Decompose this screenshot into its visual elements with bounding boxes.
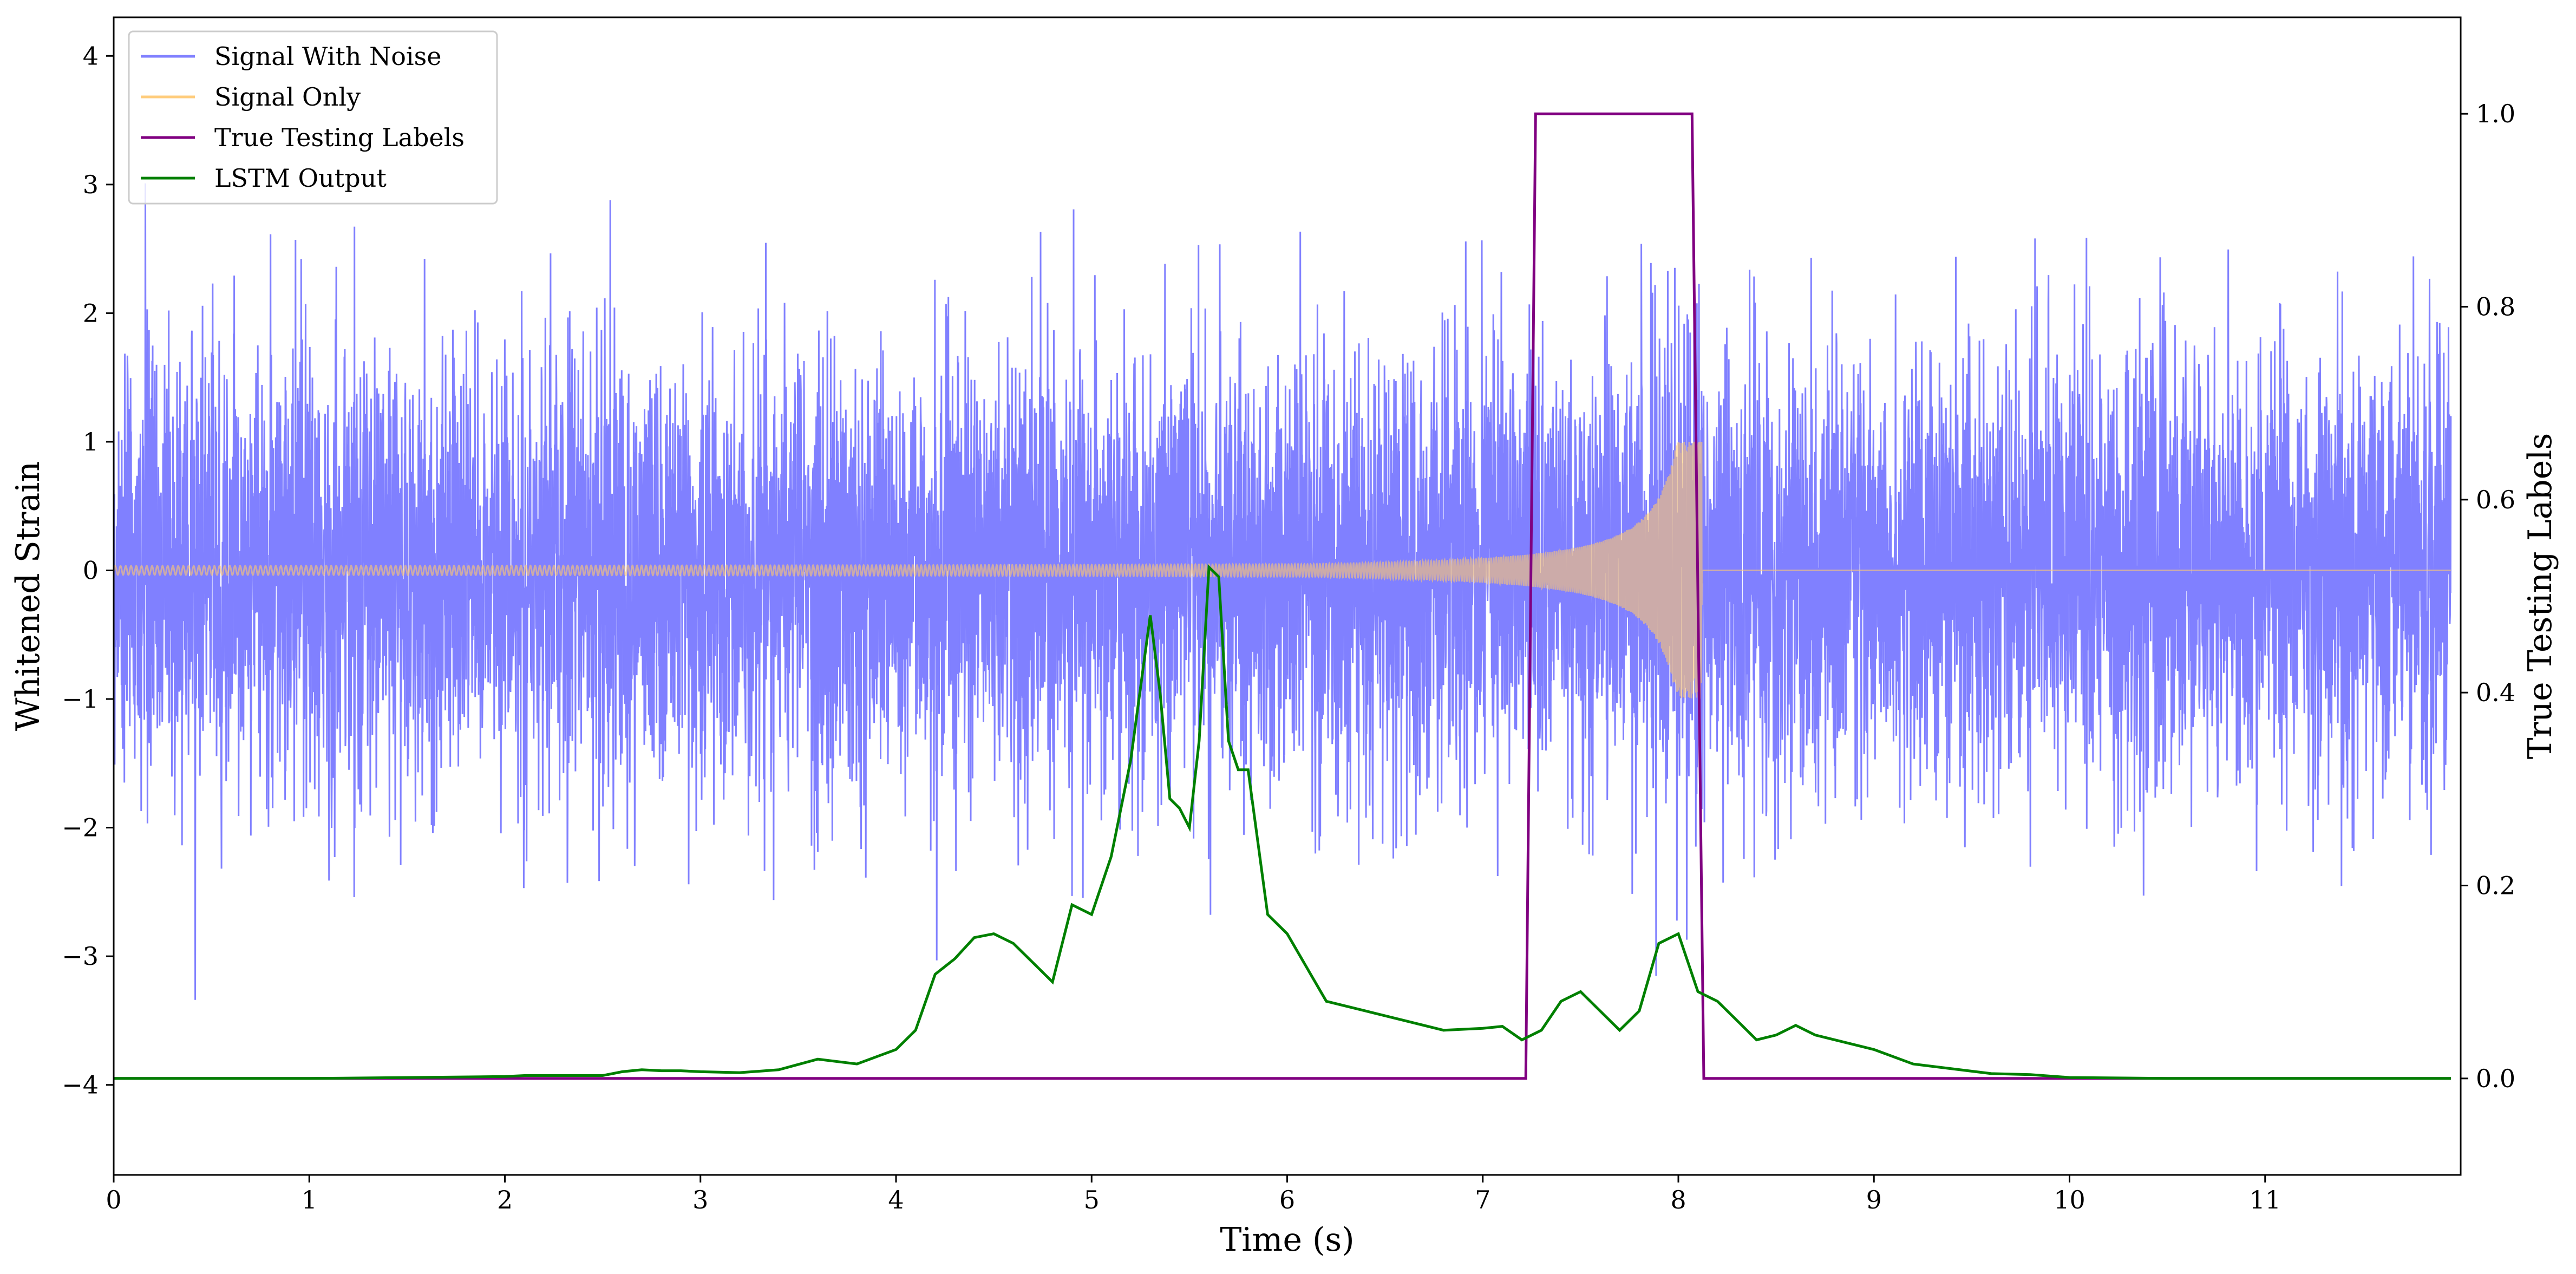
y-axis-left: −4 −3 −2 −1 0 1 2 3 4 xyxy=(62,41,114,1100)
y-left-tick-label: −1 xyxy=(62,684,99,714)
lstm-output-series xyxy=(114,564,2451,1080)
y-left-tick-label: 3 xyxy=(83,170,99,199)
legend-label: True Testing Labels xyxy=(214,123,465,152)
x-tick-label: 3 xyxy=(692,1185,708,1214)
true-testing-labels-series xyxy=(114,112,2451,1080)
y-left-tick-label: 1 xyxy=(83,427,99,456)
x-tick-label: 4 xyxy=(888,1185,904,1214)
y-right-tick-label: 0.4 xyxy=(2476,678,2515,707)
noise-series xyxy=(114,183,2452,1000)
legend-label: Signal Only xyxy=(214,82,361,112)
legend-box xyxy=(128,30,498,205)
y-left-tick-label: −2 xyxy=(62,813,99,842)
signal-only-series xyxy=(114,441,2451,700)
signal-line xyxy=(114,441,2451,700)
y-left-tick-label: −4 xyxy=(62,1070,99,1100)
noise-line xyxy=(114,183,2452,1000)
y-right-tick-label: 1.0 xyxy=(2476,99,2515,128)
y-left-tick-label: 4 xyxy=(83,41,99,70)
x-tick-label: 1 xyxy=(302,1185,317,1214)
legend-label: LSTM Output xyxy=(214,164,387,193)
x-tick-label: 11 xyxy=(2249,1185,2281,1214)
x-tick-label: 6 xyxy=(1279,1185,1295,1214)
y-axis-left-label: Whitened Strain xyxy=(9,461,47,731)
lstm-line xyxy=(114,564,2451,1080)
x-tick-label: 5 xyxy=(1084,1185,1100,1214)
y-left-tick-label: −3 xyxy=(62,942,99,971)
x-tick-label: 10 xyxy=(2054,1185,2085,1214)
y-axis-right: 0.0 0.2 0.4 0.6 0.8 1.0 xyxy=(2461,99,2515,1093)
y-left-tick-label: 2 xyxy=(83,298,99,328)
x-tick-label: 8 xyxy=(1670,1185,1686,1214)
legend-label: Signal With Noise xyxy=(214,42,441,71)
legend: Signal With Noise Signal Only True Testing… xyxy=(128,30,498,205)
x-tick-label: 7 xyxy=(1475,1185,1490,1214)
y-axis-right-label: True Testing Labels xyxy=(2521,433,2559,760)
y-left-tick-label: 0 xyxy=(83,556,99,585)
x-axis-label: Time (s) xyxy=(1220,1221,1354,1259)
y-right-tick-label: 0.8 xyxy=(2476,292,2515,322)
x-tick-label: 0 xyxy=(106,1185,121,1214)
x-tick-label: 9 xyxy=(1866,1185,1882,1214)
y-right-tick-label: 0.6 xyxy=(2476,485,2515,514)
y-right-tick-label: 0.2 xyxy=(2476,871,2515,900)
x-tick-label: 2 xyxy=(497,1185,513,1214)
labels-line xyxy=(114,112,2451,1080)
x-axis: 0 1 2 3 4 5 6 7 8 9 10 11 xyxy=(106,1175,2281,1214)
y-right-tick-label: 0.0 xyxy=(2476,1064,2515,1093)
